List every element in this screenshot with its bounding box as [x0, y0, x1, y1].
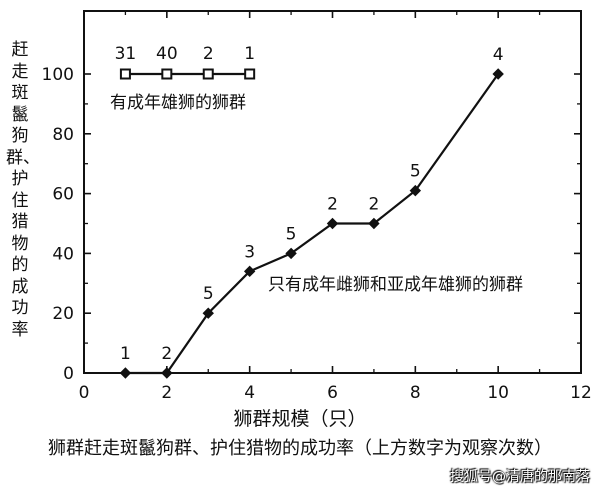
data-point — [368, 217, 380, 230]
watermark: 搜狐号@清唐的那南落 — [450, 469, 590, 485]
data-point — [202, 307, 214, 319]
legend-female-subadult-groups: 只有成年雌狮和亚成年雄狮的狮群 — [268, 275, 523, 295]
data-point — [326, 217, 339, 230]
y-tick-label: 0 — [63, 364, 74, 384]
data-point — [119, 367, 132, 379]
x-tick-label: 2 — [161, 383, 172, 403]
data-point — [492, 68, 504, 80]
y-tick-label: 40 — [52, 244, 74, 264]
observation-count-label: 40 — [156, 44, 178, 64]
observation-count-label: 5 — [203, 284, 214, 304]
x-tick-label: 12 — [570, 383, 592, 403]
data-point — [119, 68, 131, 80]
observation-count-label: 1 — [244, 44, 255, 64]
data-point — [243, 265, 256, 278]
observation-count-label: 1 — [120, 344, 131, 364]
observation-count-label: 3 — [244, 242, 255, 262]
plot-frame — [83, 10, 582, 374]
data-point — [161, 367, 173, 379]
y-tick-label: 80 — [52, 125, 74, 145]
data-point — [202, 68, 214, 80]
legend-adult-male-groups: 有成年雄狮的狮群 — [110, 93, 246, 113]
observation-count-label: 2 — [161, 344, 172, 364]
data-point — [161, 68, 173, 80]
observation-count-label: 31 — [115, 44, 137, 64]
observation-count-label: 5 — [286, 224, 297, 244]
y-tick-label: 60 — [52, 185, 74, 205]
x-tick-label: 8 — [410, 383, 421, 403]
data-point — [285, 247, 297, 260]
figure-caption: 狮群赶走斑鬣狗群、护住猎物的成功率（上方数字为观察次数） — [48, 438, 552, 459]
observation-count-label: 2 — [369, 195, 380, 215]
y-tick-label: 100 — [42, 65, 74, 85]
x-tick-label: 6 — [327, 383, 338, 403]
data-point — [244, 68, 256, 80]
y-axis-label: 赶走斑鬣狗群、护住猎物的成功率 — [6, 40, 40, 340]
data-point — [409, 184, 422, 197]
y-tick-label: 20 — [52, 304, 74, 324]
observation-count-label: 2 — [327, 195, 338, 215]
x-tick-label: 10 — [487, 383, 509, 403]
observation-count-label: 5 — [410, 162, 421, 182]
observation-count-label: 4 — [493, 45, 504, 65]
observation-count-label: 2 — [203, 44, 214, 64]
x-tick-label: 4 — [244, 383, 255, 403]
x-axis-label: 狮群规模（只） — [233, 408, 367, 430]
x-tick-label: 0 — [79, 383, 90, 403]
series-line-0 — [125, 73, 500, 375]
